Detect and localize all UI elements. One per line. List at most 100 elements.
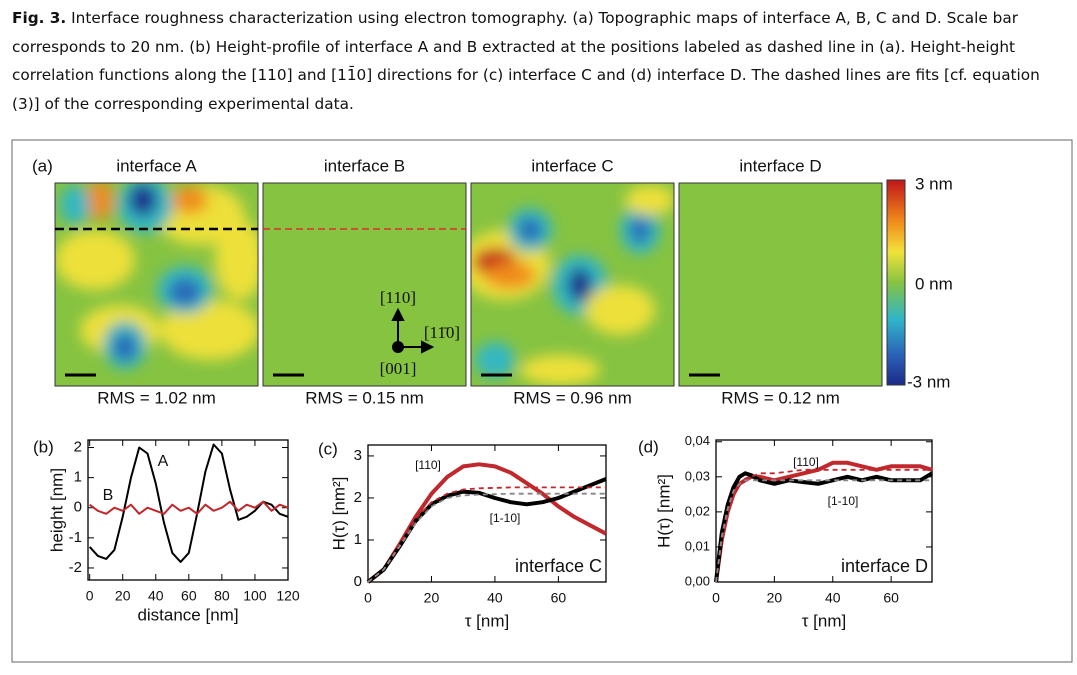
caption: Fig. 3. Interface roughness characteriza… bbox=[12, 4, 1070, 118]
rms-label: RMS = 0.96 nm bbox=[513, 388, 632, 407]
series-label: B bbox=[103, 487, 114, 504]
fit-line bbox=[367, 486, 606, 583]
annotation: interface D bbox=[841, 556, 928, 576]
height-feature bbox=[215, 220, 258, 300]
x-tick-label: 0 bbox=[86, 588, 94, 604]
y-tick-label: 1 bbox=[354, 531, 362, 548]
x-tick-label: 60 bbox=[883, 590, 899, 606]
x-tick-label: 0 bbox=[364, 590, 372, 606]
colorbar bbox=[886, 179, 906, 386]
rms-label: RMS = 0.12 nm bbox=[721, 388, 840, 407]
series-label: [1-10] bbox=[828, 494, 859, 508]
panel-label: (c) bbox=[318, 439, 338, 458]
x-tick-label: 60 bbox=[181, 588, 197, 604]
data-line bbox=[88, 443, 289, 563]
y-tick-label: 1 bbox=[74, 469, 82, 486]
plot-frame bbox=[367, 444, 607, 583]
y-tick-label: 0,03 bbox=[685, 468, 710, 483]
y-tick-label: 0,02 bbox=[685, 503, 710, 518]
map-title: interface D bbox=[739, 156, 821, 175]
y-tick-label: 3 bbox=[354, 447, 362, 464]
series-label: [110] bbox=[793, 455, 819, 469]
fit-line bbox=[367, 492, 606, 583]
panel-label: (d) bbox=[638, 437, 659, 456]
map-title: interface C bbox=[531, 156, 613, 175]
x-tick-label: 120 bbox=[276, 588, 300, 604]
direction-label: [001] bbox=[380, 359, 417, 378]
map-background bbox=[263, 183, 466, 386]
height-feature bbox=[484, 261, 536, 289]
height-feature bbox=[160, 300, 258, 360]
panel-label: (b) bbox=[33, 437, 54, 456]
x-tick-label: 40 bbox=[825, 590, 841, 606]
caption-label: Fig. 3. bbox=[12, 9, 67, 27]
line-chart: (b) 0 20 40 60 80 100 120 2 1 0 -1 -2 distance [nm] he… bbox=[33, 437, 300, 624]
y-tick-label: 0,01 bbox=[685, 538, 710, 553]
series-label: [110] bbox=[415, 458, 441, 472]
series-label: A bbox=[158, 453, 169, 470]
height-feature bbox=[630, 217, 650, 243]
y-tick-label: 0,04 bbox=[685, 433, 710, 448]
height-feature bbox=[113, 333, 137, 361]
arrowhead bbox=[391, 307, 405, 321]
rms-label: RMS = 1.02 nm bbox=[97, 388, 216, 407]
x-tick-label: 60 bbox=[551, 590, 567, 606]
height-feature bbox=[625, 185, 674, 215]
y-axis-label: height [nm] bbox=[47, 468, 66, 552]
maps: interface A RMS = 1.02 nm interface B RMS =… bbox=[54, 156, 883, 407]
y-axis-label: H(τ) [nm²] bbox=[329, 477, 348, 551]
x-axis-label: distance [nm] bbox=[137, 605, 238, 624]
annotation: interface C bbox=[515, 556, 602, 576]
caption-text: Interface roughness characterization usi… bbox=[12, 9, 1040, 113]
x-tick-label: 20 bbox=[115, 588, 131, 604]
figure-frame bbox=[11, 139, 1073, 663]
colorbar-label: -3 nm bbox=[907, 372, 950, 391]
height-feature bbox=[86, 183, 114, 220]
height-feature bbox=[55, 230, 135, 290]
x-tick-label: 40 bbox=[487, 590, 503, 606]
plot-frame bbox=[87, 439, 289, 581]
height-feature bbox=[585, 285, 655, 335]
arrow-origin bbox=[392, 341, 404, 353]
map-frame bbox=[678, 182, 883, 387]
height-feature bbox=[475, 342, 515, 378]
map-texture bbox=[55, 183, 258, 369]
y-tick-label: -2 bbox=[69, 559, 82, 576]
direction-label: [110] bbox=[380, 288, 416, 307]
series-label: [1-10] bbox=[490, 511, 521, 525]
colorbar-label: 3 nm bbox=[915, 174, 953, 193]
map-frame bbox=[470, 182, 675, 387]
fit-line bbox=[715, 468, 932, 583]
x-tick-label: 100 bbox=[243, 588, 267, 604]
y-tick-label: 2 bbox=[74, 438, 82, 455]
y-tick-label: 0 bbox=[354, 573, 362, 590]
fit-line bbox=[715, 479, 932, 583]
line-chart: (c) 0 20 40 60 0 1 2 3 τ [nm] H(τ) [nm²] [110] [1-10… bbox=[318, 439, 607, 630]
panel-label: (a) bbox=[32, 156, 53, 175]
height-feature bbox=[172, 186, 208, 214]
plot-frame bbox=[715, 439, 933, 583]
x-tick-label: 80 bbox=[214, 588, 230, 604]
y-tick-label: -1 bbox=[69, 529, 82, 546]
height-feature bbox=[568, 268, 592, 302]
topographic-map bbox=[263, 183, 466, 386]
topographic-map bbox=[471, 183, 674, 386]
x-tick-label: 20 bbox=[424, 590, 440, 606]
x-tick-label: 20 bbox=[767, 590, 783, 606]
x-axis-label: τ [nm] bbox=[802, 611, 847, 630]
map-texture bbox=[471, 185, 674, 385]
topographic-map bbox=[55, 183, 258, 386]
arrowhead bbox=[421, 340, 435, 354]
map-frame bbox=[54, 182, 259, 387]
map-title: interface B bbox=[324, 156, 405, 175]
x-tick-label: 40 bbox=[148, 588, 164, 604]
y-tick-label: 0 bbox=[74, 499, 82, 516]
colorbar-label: 0 nm bbox=[915, 274, 953, 293]
map-title: interface A bbox=[116, 156, 197, 175]
y-tick-label: 2 bbox=[354, 489, 362, 506]
height-feature bbox=[520, 355, 600, 385]
direction-label: [11̄0] bbox=[424, 323, 460, 342]
